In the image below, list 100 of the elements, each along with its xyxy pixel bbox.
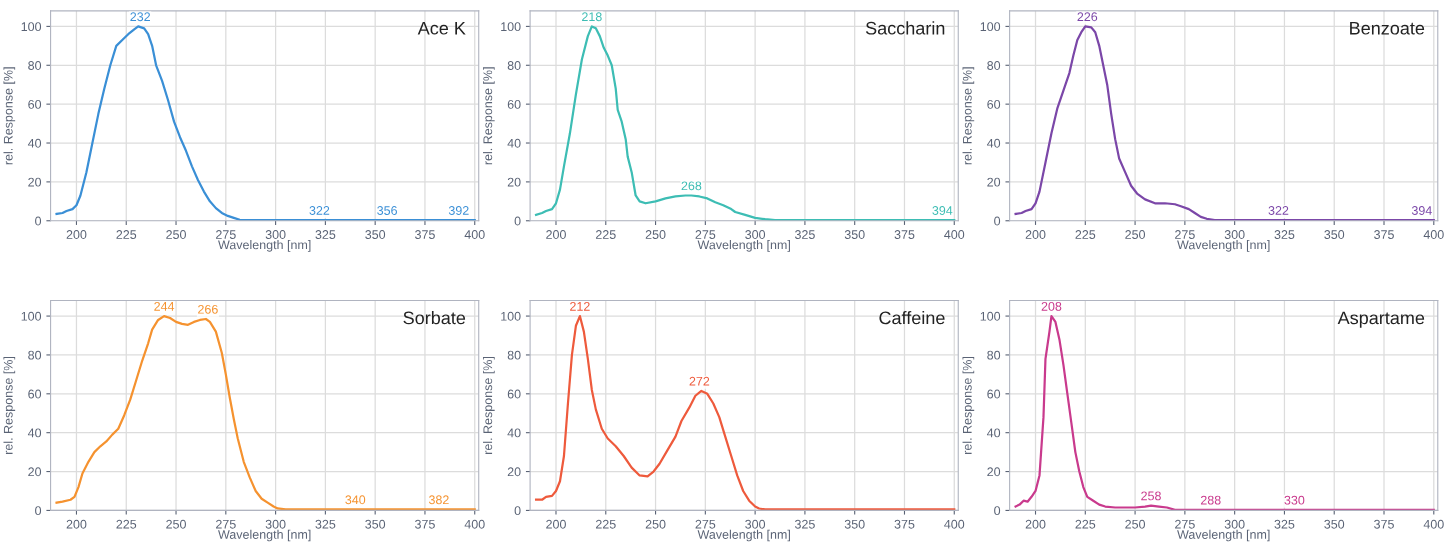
y-tick-label: 20 xyxy=(507,467,521,477)
y-tick-label: 100 xyxy=(21,22,42,32)
y-tick-label: 0 xyxy=(994,506,1001,516)
y-axis-title: rel. Response [%] xyxy=(3,67,16,165)
x-axis-title: Wavelength [nm] xyxy=(1177,529,1270,542)
annotation: 382 xyxy=(428,495,449,505)
x-axis-title: Wavelength [nm] xyxy=(697,240,790,252)
x-tick-label: 250 xyxy=(645,230,666,239)
x-tick-label: 250 xyxy=(166,230,186,239)
y-tick-label: 40 xyxy=(986,428,1001,438)
x-tick-label: 400 xyxy=(464,519,485,529)
chart-title: Sorbate xyxy=(403,311,466,325)
annotation: 340 xyxy=(345,495,366,505)
x-tick-label: 350 xyxy=(844,519,865,529)
x-tick-label: 325 xyxy=(794,519,815,529)
x-tick-label: 200 xyxy=(546,519,566,529)
y-tick-label: 80 xyxy=(28,350,42,360)
y-tick-label: 40 xyxy=(27,428,42,438)
x-tick-label: 275 xyxy=(216,230,236,239)
y-tick-label: 20 xyxy=(507,177,521,187)
y-tick-label: 40 xyxy=(27,138,42,148)
x-tick-label: 250 xyxy=(645,519,666,529)
annotation: 394 xyxy=(1411,206,1432,215)
y-tick-label: 100 xyxy=(980,22,1001,32)
y-tick-label: 60 xyxy=(987,99,1001,109)
x-tick-label: 325 xyxy=(1274,519,1295,529)
y-tick-label: 60 xyxy=(507,99,521,109)
y-tick-label: 0 xyxy=(514,216,521,226)
annotation: 208 xyxy=(1041,301,1062,311)
y-axis-title: rel. Response [%] xyxy=(3,357,16,454)
annotation: 244 xyxy=(154,301,175,311)
chart-title: Ace K xyxy=(417,22,466,35)
x-axis-title: Wavelength [nm] xyxy=(218,529,311,542)
chart-title: Saccharin xyxy=(865,21,945,35)
x-tick-label: 350 xyxy=(365,230,386,239)
x-tick-label: 275 xyxy=(695,230,716,239)
annotation: 356 xyxy=(377,206,397,215)
x-tick-label: 275 xyxy=(1175,519,1195,529)
y-tick-label: 60 xyxy=(28,99,42,109)
x-tick-label: 375 xyxy=(415,519,435,529)
x-tick-label: 375 xyxy=(894,230,915,239)
text: Aspartame xyxy=(1337,311,1425,328)
x-tick-label: 350 xyxy=(844,230,865,239)
x-tick-label: 400 xyxy=(944,230,965,239)
x-tick-label: 200 xyxy=(66,519,87,529)
annotation: 322 xyxy=(309,206,330,215)
x-axis-title: Wavelength [nm] xyxy=(697,529,790,542)
y-tick-label: 80 xyxy=(507,61,521,70)
x-tick-label: 250 xyxy=(166,519,186,529)
x-tick-label: 325 xyxy=(794,230,815,239)
annotation: 268 xyxy=(681,181,702,191)
y-axis-title: rel. Response [%] xyxy=(483,357,495,454)
x-tick-label: 200 xyxy=(66,230,87,239)
x-tick-label: 400 xyxy=(1423,230,1444,239)
y-tick-label: 60 xyxy=(28,389,42,399)
y-tick-label: 80 xyxy=(987,61,1001,70)
x-tick-label: 225 xyxy=(1075,519,1096,529)
x-tick-label: 225 xyxy=(116,230,137,239)
y-tick-label: 0 xyxy=(994,216,1001,226)
x-tick-label: 350 xyxy=(1324,519,1345,529)
x-tick-label: 250 xyxy=(1125,519,1146,529)
x-tick-label: 325 xyxy=(1274,230,1295,239)
annotation: 330 xyxy=(1284,495,1305,505)
y-tick-label: 60 xyxy=(987,389,1001,399)
y-axis-title: rel. Response [%] xyxy=(962,67,975,165)
x-tick-label: 300 xyxy=(745,230,766,239)
y-tick-label: 0 xyxy=(35,216,42,226)
x-tick-label: 200 xyxy=(1025,230,1046,239)
y-tick-label: 60 xyxy=(507,389,521,399)
annotation: 322 xyxy=(1268,206,1289,215)
x-tick-label: 200 xyxy=(1025,519,1046,529)
x-tick-label: 300 xyxy=(745,519,766,529)
x-tick-label: 300 xyxy=(1224,230,1245,239)
y-axis-title: rel. Response [%] xyxy=(483,67,495,165)
x-tick-label: 275 xyxy=(695,519,716,529)
x-tick-label: 375 xyxy=(1374,519,1394,529)
y-tick-label: 20 xyxy=(28,177,42,187)
y-tick-label: 20 xyxy=(987,177,1001,187)
x-tick-label: 225 xyxy=(595,230,616,239)
y-tick-label: 40 xyxy=(507,138,521,148)
annotation: 266 xyxy=(198,304,218,314)
annotation: 232 xyxy=(130,12,150,22)
chart-title: Caffeine xyxy=(879,311,945,325)
x-tick-label: 325 xyxy=(315,230,336,239)
chart-title: Benzoate xyxy=(1350,22,1425,35)
x-tick-label: 225 xyxy=(116,519,137,529)
x-tick-label: 350 xyxy=(1324,230,1345,239)
x-tick-label: 400 xyxy=(944,519,965,529)
x-tick-label: 375 xyxy=(894,519,915,529)
x-tick-label: 275 xyxy=(1175,230,1195,239)
x-tick-label: 400 xyxy=(464,230,485,239)
y-tick-label: 20 xyxy=(28,467,42,477)
x-tick-label: 250 xyxy=(1125,230,1146,239)
y-tick-label: 80 xyxy=(507,350,521,360)
y-tick-label: 100 xyxy=(501,311,521,321)
x-axis-title: Wavelength [nm] xyxy=(1177,240,1270,252)
x-tick-label: 375 xyxy=(1374,230,1394,239)
y-tick-label: 100 xyxy=(21,311,42,321)
annotation: 226 xyxy=(1077,12,1098,22)
x-tick-label: 300 xyxy=(265,230,286,239)
